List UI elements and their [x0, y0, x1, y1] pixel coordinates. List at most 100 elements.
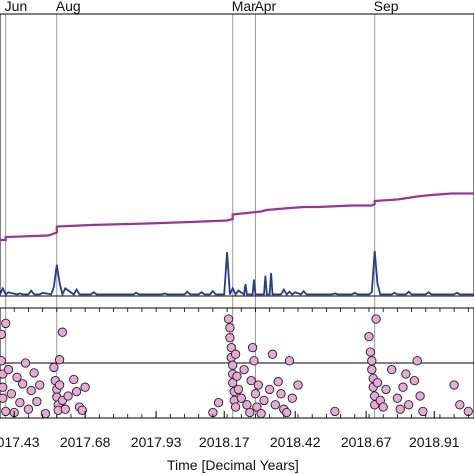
scatter-point [6, 389, 17, 399]
scatter-point [40, 408, 51, 419]
x-tick-label: 2018.67 [341, 434, 392, 450]
scatter-point [245, 407, 255, 418]
event-marker-label: Jun [5, 0, 28, 14]
scatter-point [12, 372, 22, 382]
scatter-point [26, 385, 36, 396]
scatter-point [404, 400, 414, 410]
scatter-point [284, 356, 295, 366]
scatter-point [213, 397, 224, 408]
scatter-point [23, 404, 34, 414]
scatter-point [0, 356, 7, 366]
scatter-panel [0, 307, 474, 419]
cumulative-panel-frame [0, 13, 474, 297]
scatter-point [77, 405, 87, 415]
x-tick-label: 2017.68 [60, 434, 111, 450]
scatter-point [282, 407, 292, 418]
scatter-point [365, 347, 376, 357]
scatter-point [449, 380, 459, 390]
scatter-point [0, 329, 7, 340]
scatter-panel-frame [0, 307, 474, 419]
scatter-point [1, 406, 11, 417]
scatter-point [392, 393, 403, 403]
scatter-point [273, 377, 283, 387]
event-marker-label: Aug [56, 0, 81, 14]
scatter-point [330, 406, 340, 417]
scatter-point [71, 386, 82, 397]
scatter-point [226, 342, 236, 353]
event-marker-label: Sep [374, 0, 399, 14]
event-marker-label: Mar [232, 0, 256, 14]
scatter-point [253, 380, 263, 390]
scatter-point [293, 380, 303, 390]
scatter-point [230, 349, 241, 359]
scatter-point [395, 404, 405, 414]
event-marker-label: Apr [254, 0, 276, 14]
scatter-point [60, 404, 70, 414]
x-tick-label: 2017.93 [131, 434, 182, 450]
scatter-point [239, 364, 249, 375]
scatter-point [378, 402, 388, 412]
scatter-point [249, 356, 259, 366]
scatter-point [367, 356, 377, 366]
scatter-point [247, 342, 258, 353]
x-tick-label: 2018.91 [409, 434, 460, 450]
scatter-point [242, 400, 252, 410]
series-layer [0, 192, 474, 419]
spike-series-line [0, 250, 474, 298]
scatter-point [232, 371, 242, 381]
scatter-point [371, 314, 381, 324]
scatter-point [29, 368, 39, 378]
scatter-point [372, 378, 383, 388]
scatter-point [387, 364, 397, 375]
x-tick-label: 2018.42 [270, 434, 321, 450]
scatter-point [252, 402, 262, 412]
scatter-point [367, 364, 377, 375]
scatter-point [1, 318, 11, 329]
scatter-point [228, 360, 238, 370]
x-tick-layer: 2017.43 2017.68 2017.93 2018.17 2018.42 2018.… [0, 308, 469, 450]
scatter-point [0, 393, 8, 403]
scatter-point [69, 374, 79, 385]
scatter-point [3, 364, 14, 375]
scatter-point [49, 362, 59, 373]
scatter-point [412, 356, 422, 366]
scatter-point [455, 400, 465, 410]
scatter-point [57, 327, 68, 337]
scatter-point [270, 400, 280, 410]
scatter-point [267, 349, 278, 359]
scatter-point [233, 384, 244, 395]
scatter-point [409, 375, 420, 386]
scatter-point [287, 393, 297, 403]
scatter-point [230, 402, 241, 412]
scatter-point [418, 406, 428, 417]
x-tick-label: 2017.43 [0, 434, 40, 450]
scatter-point [32, 396, 42, 407]
scatter-point [364, 331, 374, 342]
scatter-point [276, 389, 286, 399]
scatter-point [54, 355, 65, 365]
scatter-point [401, 369, 411, 379]
scatter-point [223, 314, 234, 324]
scatter-point [415, 391, 425, 401]
scatter-point [225, 323, 235, 333]
cumulative-panel [0, 13, 474, 297]
scatter-point [63, 391, 73, 401]
scatter-point [228, 378, 238, 388]
scatter-point [256, 408, 266, 419]
scatter-point [236, 393, 246, 403]
scatter-point [54, 380, 65, 390]
scatter-point [225, 333, 235, 343]
scatter-point [15, 397, 25, 408]
scatter-point [398, 382, 408, 392]
scatter-point [0, 382, 8, 392]
cumulative-series-line [0, 192, 474, 242]
scatter-point [381, 384, 391, 395]
scatter-point [264, 384, 275, 395]
x-tick-label: 2018.17 [199, 434, 250, 450]
scatter-point [18, 379, 28, 389]
x-axis-label: Time [Decimal Years] [167, 457, 299, 473]
scatter-point [20, 358, 31, 368]
scatter-point [80, 382, 90, 392]
